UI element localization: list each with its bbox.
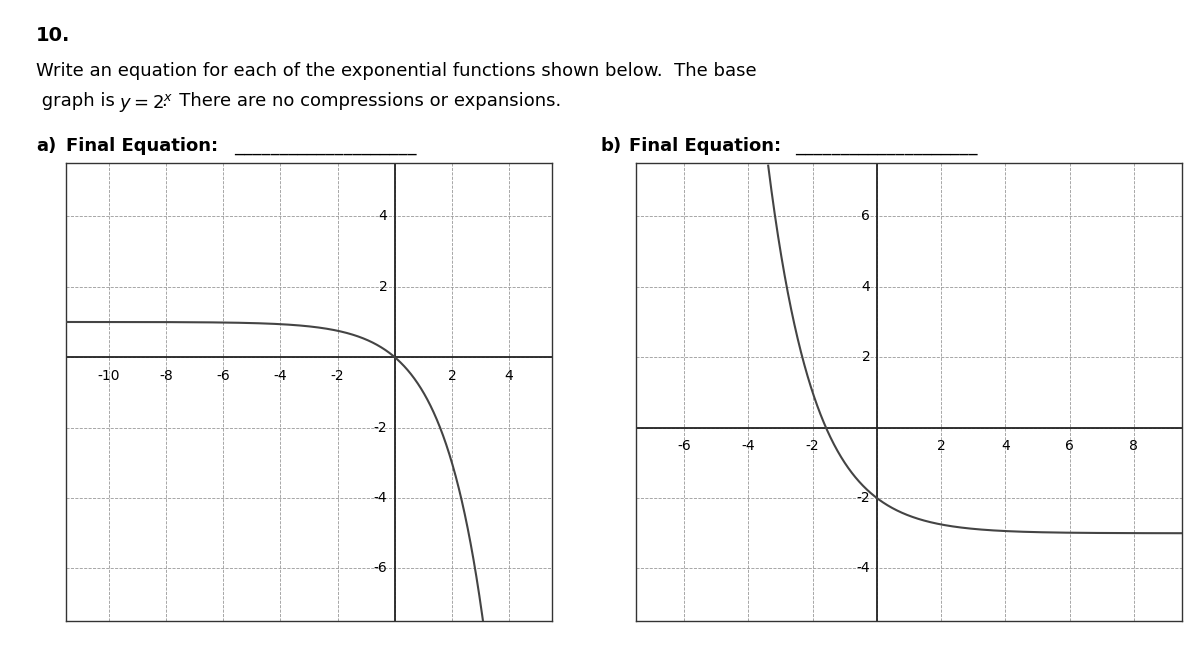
Text: 4: 4 [862,280,870,294]
Text: 2: 2 [862,350,870,364]
Text: -6: -6 [216,369,230,383]
Text: 2: 2 [937,439,946,453]
Text: graph is: graph is [36,92,121,110]
Text: 4: 4 [379,209,388,223]
Text: .  There are no compressions or expansions.: . There are no compressions or expansion… [162,92,562,110]
Text: -6: -6 [373,562,388,576]
Text: -2: -2 [331,369,344,383]
Text: 4: 4 [505,369,514,383]
Text: 2: 2 [379,280,388,294]
Text: b): b) [600,137,622,156]
Text: ____________________: ____________________ [234,137,416,156]
Text: -2: -2 [374,421,388,435]
Text: Final Equation:: Final Equation: [66,137,218,156]
Text: -4: -4 [857,562,870,576]
Text: -6: -6 [677,439,691,453]
Text: Final Equation:: Final Equation: [629,137,781,156]
Text: -8: -8 [160,369,173,383]
Text: 6: 6 [862,209,870,223]
Text: 6: 6 [1066,439,1074,453]
Text: -2: -2 [857,491,870,505]
Text: -4: -4 [742,439,755,453]
Text: -4: -4 [374,491,388,505]
Text: 8: 8 [1129,439,1139,453]
Text: $y = 2^x$: $y = 2^x$ [119,92,173,114]
Text: Write an equation for each of the exponential functions shown below.  The base: Write an equation for each of the expone… [36,62,757,80]
Text: -2: -2 [806,439,820,453]
Text: 10.: 10. [36,26,71,45]
Text: 2: 2 [448,369,456,383]
Text: -10: -10 [97,369,120,383]
Text: -4: -4 [274,369,287,383]
Text: 4: 4 [1001,439,1009,453]
Text: ____________________: ____________________ [796,137,978,156]
Text: a): a) [36,137,56,156]
